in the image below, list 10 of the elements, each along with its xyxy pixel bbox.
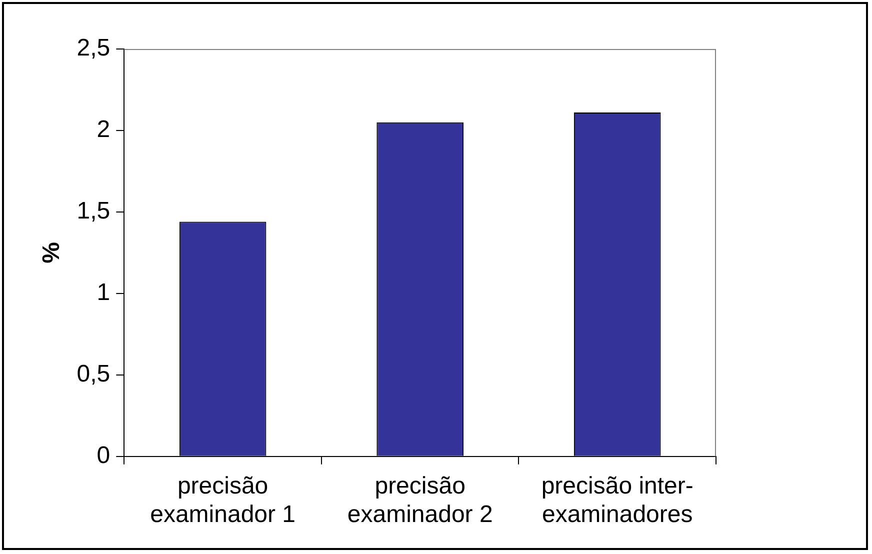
y-tick-label: 2: [96, 116, 110, 144]
y-tick-label: 0,5: [76, 360, 110, 388]
y-tick-label: 1,5: [76, 198, 110, 225]
y-axis-title: %: [38, 242, 66, 264]
x-tick-label: precisão examinador 2: [347, 472, 493, 528]
y-tick-label: 0: [96, 442, 110, 470]
y-tick-label: 1: [96, 279, 110, 306]
x-tick-label: precisão examinador 1: [150, 472, 296, 528]
x-tick-label: precisão inter-examinadores: [541, 472, 694, 528]
y-tick-label: 2,5: [76, 34, 110, 62]
